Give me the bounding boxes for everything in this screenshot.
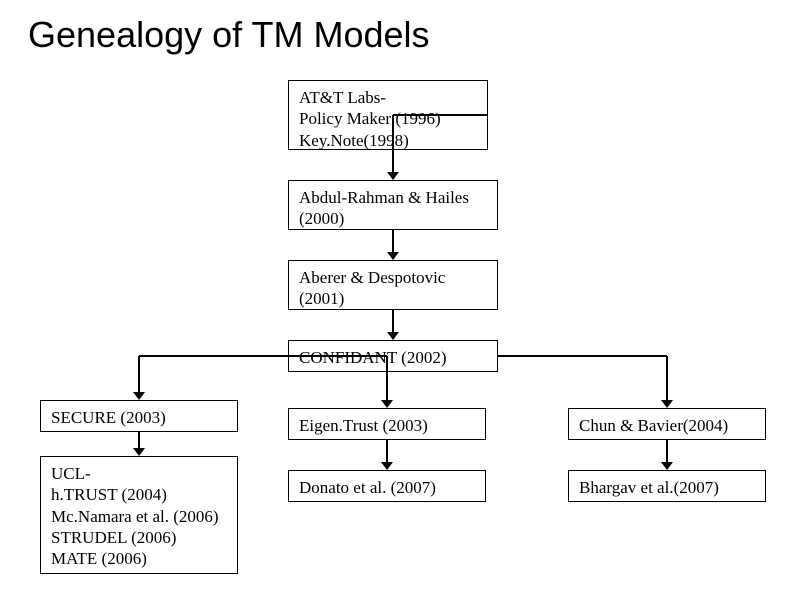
- node-chun-bavier: Chun & Bavier(2004): [568, 408, 766, 440]
- node-secure: SECURE (2003): [40, 400, 238, 432]
- node-att-labs: AT&T Labs- Policy Maker (1996) Key.Note(…: [288, 80, 488, 150]
- node-bhargav: Bhargav et al.(2007): [568, 470, 766, 502]
- node-aberer: Aberer & Despotovic (2001): [288, 260, 498, 310]
- node-ucl: UCL- h.TRUST (2004) Mc.Namara et al. (20…: [40, 456, 238, 574]
- node-confidant: CONFIDANT (2002): [288, 340, 498, 372]
- page-title: Genealogy of TM Models: [28, 14, 430, 56]
- node-eigentrust: Eigen.Trust (2003): [288, 408, 486, 440]
- node-donato: Donato et al. (2007): [288, 470, 486, 502]
- node-abdul-rahman: Abdul-Rahman & Hailes (2000): [288, 180, 498, 230]
